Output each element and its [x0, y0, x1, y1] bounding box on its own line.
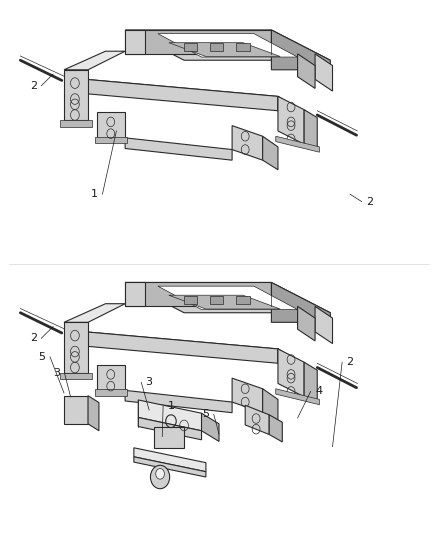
Text: 5: 5 — [39, 352, 46, 362]
Polygon shape — [68, 330, 278, 364]
Polygon shape — [95, 389, 127, 395]
Polygon shape — [276, 389, 319, 405]
Polygon shape — [297, 306, 315, 341]
Polygon shape — [64, 304, 125, 322]
Polygon shape — [315, 54, 332, 91]
Polygon shape — [184, 43, 197, 51]
Text: 2: 2 — [30, 333, 37, 343]
Polygon shape — [158, 286, 297, 310]
Circle shape — [150, 465, 170, 489]
Polygon shape — [64, 395, 88, 424]
Polygon shape — [138, 400, 201, 431]
Polygon shape — [184, 296, 197, 304]
Polygon shape — [64, 322, 88, 373]
Text: 2: 2 — [30, 81, 37, 91]
Text: 4: 4 — [315, 386, 322, 397]
Polygon shape — [263, 136, 278, 169]
Polygon shape — [153, 426, 184, 448]
Polygon shape — [297, 54, 315, 88]
Polygon shape — [245, 405, 269, 434]
Polygon shape — [125, 282, 145, 306]
Polygon shape — [276, 136, 319, 152]
Text: 1: 1 — [167, 401, 174, 411]
Polygon shape — [210, 296, 223, 304]
Polygon shape — [125, 30, 330, 60]
Polygon shape — [88, 395, 99, 431]
Polygon shape — [158, 34, 297, 57]
Polygon shape — [134, 448, 206, 472]
Polygon shape — [278, 96, 304, 144]
Polygon shape — [125, 30, 145, 54]
Polygon shape — [278, 96, 300, 126]
Polygon shape — [232, 126, 263, 160]
Polygon shape — [269, 415, 283, 442]
Polygon shape — [60, 120, 92, 127]
Polygon shape — [237, 296, 250, 304]
Polygon shape — [125, 30, 272, 54]
Polygon shape — [304, 362, 317, 402]
Polygon shape — [237, 43, 250, 51]
Text: 3: 3 — [146, 377, 152, 387]
Polygon shape — [169, 295, 280, 309]
Polygon shape — [169, 43, 280, 56]
Polygon shape — [125, 390, 232, 413]
Polygon shape — [210, 43, 223, 51]
Polygon shape — [68, 78, 278, 111]
Polygon shape — [125, 282, 272, 306]
Polygon shape — [125, 138, 232, 160]
Polygon shape — [272, 282, 330, 322]
Polygon shape — [134, 457, 206, 477]
Polygon shape — [68, 78, 300, 111]
Polygon shape — [125, 282, 330, 313]
Circle shape — [155, 469, 164, 479]
Polygon shape — [95, 137, 127, 143]
Polygon shape — [64, 51, 125, 70]
Polygon shape — [64, 70, 88, 120]
Polygon shape — [60, 373, 92, 379]
Polygon shape — [272, 30, 330, 70]
Polygon shape — [68, 330, 300, 364]
Polygon shape — [232, 378, 263, 413]
Polygon shape — [263, 389, 278, 422]
Text: 2: 2 — [346, 357, 353, 367]
Polygon shape — [315, 306, 332, 344]
Polygon shape — [97, 112, 125, 138]
Polygon shape — [201, 413, 219, 441]
Polygon shape — [278, 349, 304, 397]
Polygon shape — [138, 417, 201, 440]
Polygon shape — [278, 349, 300, 378]
Polygon shape — [97, 365, 125, 390]
Text: 2: 2 — [366, 197, 373, 207]
Polygon shape — [304, 110, 317, 150]
Text: 1: 1 — [91, 189, 98, 199]
Text: 5: 5 — [202, 409, 209, 419]
Text: 3: 3 — [53, 368, 60, 378]
